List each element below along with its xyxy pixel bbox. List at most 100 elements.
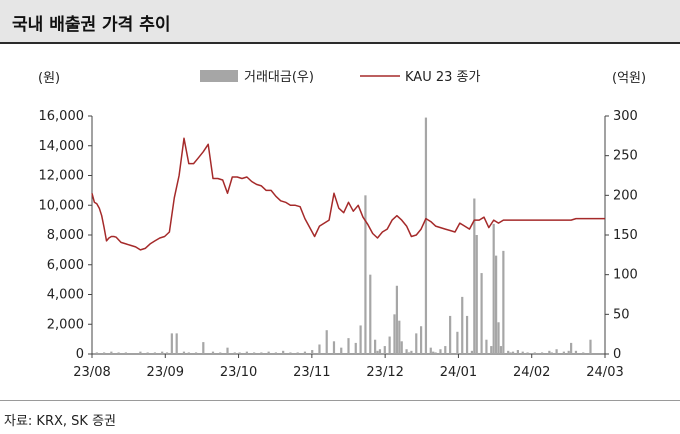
left-tick-label: 0 bbox=[76, 347, 84, 362]
left-tick-label: 10,000 bbox=[39, 198, 85, 213]
volume-bar bbox=[410, 350, 413, 354]
volume-bar bbox=[589, 339, 592, 354]
volume-bar bbox=[456, 331, 459, 354]
volume-bar bbox=[303, 351, 307, 354]
volume-bar bbox=[502, 250, 505, 354]
left-tick-label: 16,000 bbox=[39, 109, 85, 124]
right-tick-label: 50 bbox=[613, 307, 630, 322]
legend: 거래대금(우) KAU 23 종가 bbox=[200, 70, 480, 85]
volume-bar bbox=[139, 351, 142, 354]
volume-bar bbox=[146, 352, 149, 354]
chart: 거래대금(우) KAU 23 종가 (원) (억원) 0 2,000 4,000 6,00… bbox=[38, 70, 646, 380]
volume-bar bbox=[102, 352, 106, 354]
volume-bar bbox=[461, 296, 464, 354]
volume-bar bbox=[170, 333, 173, 354]
volume-bar bbox=[393, 314, 396, 354]
volume-bar bbox=[550, 352, 553, 354]
volume-bar bbox=[499, 346, 503, 354]
volume-bar bbox=[439, 349, 442, 354]
volume-bar bbox=[311, 350, 314, 354]
volume-bar bbox=[570, 342, 573, 354]
left-tick-label: 14,000 bbox=[39, 139, 85, 154]
volume-bar bbox=[182, 351, 186, 354]
volume-bar bbox=[340, 347, 343, 354]
right-tick-label: 300 bbox=[613, 109, 638, 124]
volume-bar bbox=[475, 235, 478, 354]
footer-divider bbox=[0, 400, 680, 401]
x-tick-label: 23/08 bbox=[73, 365, 110, 380]
volume-bar bbox=[117, 352, 120, 354]
volume-bar bbox=[374, 339, 377, 354]
volume-bar bbox=[153, 352, 157, 354]
volume-bar bbox=[364, 195, 367, 354]
volume-bar bbox=[480, 273, 483, 354]
volume-bar bbox=[383, 346, 386, 354]
volume-bar bbox=[526, 352, 529, 354]
volume-bar bbox=[562, 351, 565, 354]
volume-bar bbox=[260, 352, 263, 354]
right-tick-label: 100 bbox=[613, 268, 638, 283]
left-tick-label: 8,000 bbox=[47, 228, 84, 243]
x-tick-label: 23/10 bbox=[220, 365, 257, 380]
volume-bar bbox=[507, 350, 510, 354]
volume-bar bbox=[516, 350, 519, 354]
right-axis: 0 50 100 150 200 250 300 bbox=[604, 109, 638, 362]
volume-bar bbox=[194, 352, 198, 354]
x-tick-label: 23/11 bbox=[293, 365, 330, 380]
volume-bar bbox=[238, 352, 241, 354]
volume-bar bbox=[540, 352, 544, 354]
volume-bar bbox=[388, 336, 391, 354]
volume-bar bbox=[395, 285, 398, 354]
volume-bar bbox=[95, 352, 98, 354]
volume-bar bbox=[567, 350, 570, 354]
volume-bar bbox=[444, 346, 447, 354]
price-line bbox=[91, 137, 605, 251]
volume-bar bbox=[296, 352, 299, 354]
volume-bar bbox=[318, 344, 321, 354]
volume-bar bbox=[267, 351, 270, 354]
volume-bar bbox=[175, 333, 178, 354]
volume-bar bbox=[490, 346, 493, 354]
volume-bar bbox=[233, 352, 236, 354]
right-tick-label: 250 bbox=[613, 149, 638, 164]
x-tick-label: 24/03 bbox=[586, 365, 623, 380]
bar-series bbox=[95, 117, 592, 354]
volume-bar bbox=[495, 255, 498, 354]
volume-bar bbox=[211, 351, 215, 354]
x-tick-label: 23/12 bbox=[366, 365, 403, 380]
volume-bar bbox=[521, 351, 524, 354]
volume-bar bbox=[226, 347, 229, 354]
volume-bar bbox=[415, 333, 418, 354]
volume-bar bbox=[470, 350, 474, 354]
volume-bar bbox=[289, 352, 292, 354]
volume-bar bbox=[555, 349, 558, 354]
legend-line-label: KAU 23 종가 bbox=[405, 70, 480, 85]
volume-bar bbox=[282, 350, 285, 354]
volume-bar bbox=[509, 352, 512, 354]
volume-bar bbox=[473, 198, 476, 354]
volume-bar bbox=[548, 350, 551, 354]
legend-bar-label: 거래대금(우) bbox=[244, 70, 314, 85]
volume-bar bbox=[449, 315, 452, 354]
volume-bar bbox=[485, 339, 488, 354]
volume-bar bbox=[465, 315, 469, 354]
volume-bar bbox=[400, 341, 403, 354]
volume-bar bbox=[497, 322, 500, 354]
volume-bar bbox=[245, 351, 248, 354]
volume-bar bbox=[511, 351, 515, 354]
right-axis-unit: (억원) bbox=[612, 71, 646, 86]
volume-bar bbox=[165, 352, 169, 354]
volume-bar bbox=[429, 347, 432, 354]
volume-bar bbox=[376, 350, 379, 354]
volume-bar bbox=[378, 349, 382, 354]
volume-bar bbox=[332, 341, 336, 354]
left-tick-label: 6,000 bbox=[47, 258, 84, 273]
volume-bar bbox=[492, 223, 495, 354]
volume-bar bbox=[407, 352, 411, 354]
line-series bbox=[91, 137, 605, 251]
volume-bar bbox=[110, 351, 113, 354]
volume-bar bbox=[253, 352, 256, 354]
right-tick-label: 0 bbox=[613, 347, 621, 362]
right-tick-label: 200 bbox=[613, 188, 638, 203]
left-tick-label: 2,000 bbox=[47, 317, 84, 332]
